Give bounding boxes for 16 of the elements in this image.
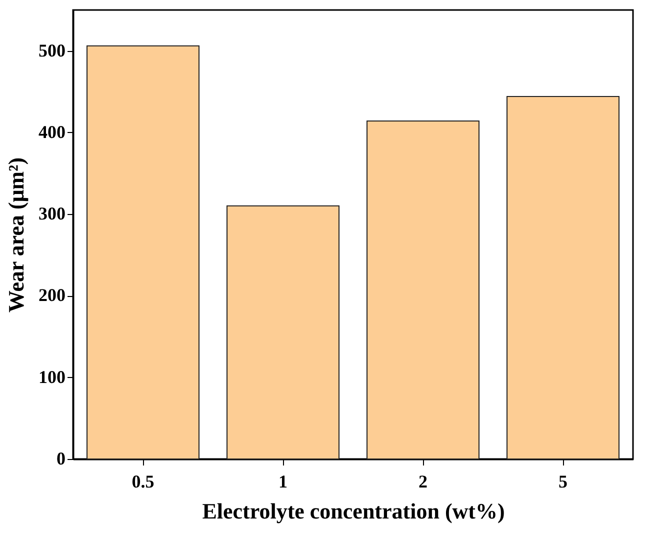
x-tick-label: 5 (558, 472, 568, 492)
y-tick-label: 300 (38, 204, 66, 224)
y-tick-label: 400 (38, 122, 66, 142)
x-tick-label: 2 (418, 472, 428, 492)
bar (226, 205, 340, 460)
y-tick-label: 0 (56, 448, 66, 468)
x-axis-title: Electrolyte concentration (wt%) (202, 498, 505, 524)
y-tick-label: 100 (38, 366, 66, 387)
bar (366, 120, 480, 460)
y-tick-label: 200 (38, 285, 66, 306)
x-tick-label: 1 (278, 472, 288, 492)
y-tick-label: 500 (38, 40, 66, 60)
y-axis-title: Wear area (μm²) (4, 157, 28, 313)
x-tick-label: 0.5 (132, 472, 154, 492)
bar (86, 45, 200, 460)
bar (506, 96, 620, 460)
